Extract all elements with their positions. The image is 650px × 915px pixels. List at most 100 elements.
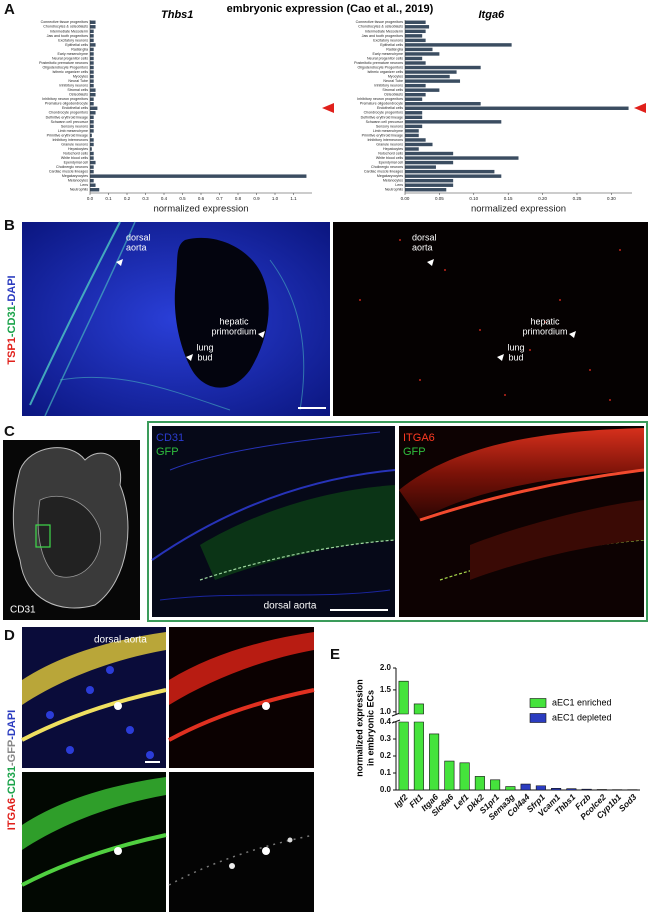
bar: [405, 106, 629, 110]
gene-chart: 0.0 0.1 0.2 0.3 0.41.0 1.5 2.0 normalized expre…: [354, 663, 640, 822]
bar: [90, 34, 94, 38]
bar: [405, 102, 481, 106]
bar: [405, 38, 426, 43]
panel-letter: B: [4, 217, 15, 234]
panel-letter: A: [4, 1, 15, 18]
bar: [90, 138, 94, 142]
bar: [405, 20, 426, 24]
x-tick-label: Igf2: [392, 792, 410, 810]
bar: [405, 65, 481, 70]
bar: [405, 178, 454, 183]
bar: [444, 760, 455, 791]
x-tick-label: 0.25: [573, 196, 582, 201]
x-tick-label: 1.1: [290, 196, 297, 201]
x-tick-label: 0.5: [179, 196, 186, 201]
category-label: Excitatory neurons: [58, 38, 88, 42]
category-label: Schwann cell precursor: [51, 120, 89, 124]
bar: [405, 188, 447, 192]
category-label: Neutrophils: [385, 188, 403, 192]
bar: [405, 74, 450, 79]
category-label: Neural progenitor cells: [52, 56, 88, 60]
x-tick-label: 0.00: [401, 196, 410, 201]
bar: [90, 29, 94, 34]
category-label: Endothelial cells: [377, 106, 403, 110]
y-tick-label: 0.4: [380, 717, 392, 726]
bar: [405, 115, 423, 120]
figure-title: embryonic expression (Cao et al., 2019): [227, 3, 434, 15]
category-label: Osteoblasts: [69, 93, 88, 97]
stain-label: TSP1-CD31-DAPI: [6, 275, 18, 364]
category-label: Jaw and tooth progenitors: [362, 34, 404, 38]
category-label: Postmitotic premature neurons: [354, 61, 403, 65]
annotation: hepatic: [530, 316, 560, 326]
bar: [90, 43, 96, 47]
category-label: Lens: [395, 183, 403, 187]
category-label: Chondrocyte progenitors: [364, 111, 404, 115]
bar: [90, 174, 307, 178]
image-d-red: [168, 627, 315, 768]
category-label: Chondrocyte progenitors: [49, 111, 89, 115]
category-label: Connective tissue progenitors: [356, 20, 404, 24]
image-c-thumbnail: [3, 440, 140, 620]
category-label: Inhibitory neurons: [59, 84, 88, 88]
x-tick-label: Sod3: [617, 792, 639, 814]
bar: [405, 111, 423, 115]
panel-letter: D: [4, 627, 15, 644]
annotation: primordium: [522, 326, 567, 336]
x-tick-label: 0.4: [161, 196, 168, 201]
annotation: bud: [508, 352, 523, 362]
stain: -DAPI: [6, 710, 18, 740]
category-label: White blood cells: [376, 156, 403, 160]
image-c-right: [399, 426, 645, 617]
y-tick-label: 0.0: [380, 785, 392, 794]
stain: TSP1: [6, 337, 18, 365]
annotation: bud: [197, 352, 212, 362]
category-label: Early mesenchyme: [372, 52, 403, 56]
bar: [405, 124, 423, 129]
x-tick-label: 0.6: [198, 196, 205, 201]
category-label: Oligodendrocyte Progenitors: [42, 65, 88, 69]
category-label: Megakaryocytes: [377, 174, 403, 178]
stain: -DAPI: [6, 275, 18, 305]
bar: [581, 788, 592, 791]
bar: [90, 142, 94, 147]
category-label: Osteoblasts: [384, 93, 403, 97]
image-d-white: [168, 772, 315, 912]
x-tick-label: 0.15: [504, 196, 513, 201]
bar: [405, 52, 440, 56]
bar: [90, 61, 94, 65]
x-tick-label: 0.1: [105, 196, 112, 201]
bar: [405, 25, 430, 29]
category-label: Limb mesenchyme: [58, 129, 88, 133]
x-tick-label: 0.2: [124, 196, 131, 201]
bar: [90, 38, 94, 43]
category-label: Radial glia: [71, 47, 88, 51]
bar: [405, 56, 423, 61]
bar: [405, 165, 436, 169]
bar: [405, 151, 454, 156]
bar: [551, 788, 562, 791]
bar: [405, 34, 423, 38]
bar: [90, 20, 96, 24]
category-label: Notochord cells: [378, 151, 403, 155]
y-axis-label: normalized expression: [354, 679, 364, 777]
bar: [90, 25, 96, 29]
legend-swatch: [529, 713, 547, 723]
category-label: Radial glia: [386, 47, 403, 51]
bar: [398, 680, 409, 791]
channel-label: GFP: [156, 446, 179, 458]
category-label: Sensory neurons: [61, 124, 88, 128]
bar: [90, 102, 94, 106]
annotation: primordium: [211, 326, 256, 336]
bar: [505, 786, 516, 791]
bar: [90, 52, 94, 56]
bar: [405, 138, 426, 142]
bar: [90, 56, 94, 61]
bar: [90, 120, 94, 124]
annotation: aorta: [412, 242, 433, 252]
bar: [490, 779, 501, 791]
category-label: Stromal cells: [67, 88, 88, 92]
y-tick-label: 0.2: [380, 751, 392, 760]
bar: [405, 88, 440, 92]
x-tick-label: 0.10: [469, 196, 478, 201]
